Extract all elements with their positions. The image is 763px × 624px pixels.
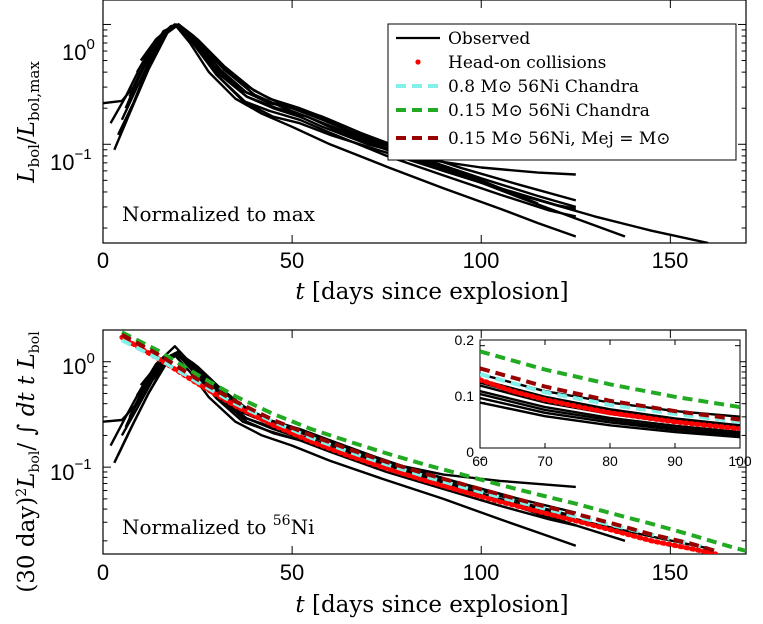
bottom-series-group <box>103 330 746 554</box>
inset-series-group <box>480 349 740 439</box>
inset-series-observed-5 <box>480 396 740 437</box>
legend: Observed Head-on collisions 0.8 M⊙ 56Ni … <box>387 23 737 161</box>
legend-box <box>387 23 737 161</box>
bottom-annotation: Normalized to 56Ni <box>122 513 315 539</box>
bottom-xlabel: t [days since explosion] <box>295 592 568 618</box>
top-annotation: Normalized to max <box>122 202 316 226</box>
bottom-series-0-8-m-56ni-chandra-11 <box>120 338 709 551</box>
bottom-panel: 100 10−1 0 50 100 150 t [days since expl… <box>14 329 752 618</box>
bottom-xtick-100: 100 <box>463 560 500 585</box>
inset-series-observed-4 <box>480 392 740 435</box>
bottom-xtick-150: 150 <box>652 560 689 585</box>
legend-label-chandra015: 0.15 M⊙ 56Ni Chandra <box>448 101 650 121</box>
bottom-ytick-0: 100 <box>62 350 95 379</box>
top-xtick-50: 50 <box>280 248 304 273</box>
inset-ytick-02: 0.2 <box>455 332 475 348</box>
top-series-observed-9 <box>135 23 577 212</box>
inset-axis-ticks <box>479 340 741 460</box>
top-axis-ticks <box>102 0 746 243</box>
legend-label-observed: Observed <box>448 29 530 49</box>
top-xlabel: t [days since explosion] <box>295 279 568 305</box>
bottom-ytick-1: 10−1 <box>50 456 92 485</box>
inset-xtick-100: 100 <box>728 453 752 469</box>
top-xtick-100: 100 <box>463 248 500 273</box>
inset-panel: 0 0.1 0.2 60 70 80 90 100 <box>455 332 752 469</box>
top-xtick-150: 150 <box>652 248 689 273</box>
inset-xtick-90: 90 <box>667 453 683 469</box>
bottom-axis-ticks <box>102 329 746 554</box>
inset-xtick-70: 70 <box>537 453 553 469</box>
top-ytick-0: 100 <box>62 36 95 65</box>
bottom-series-observed-3 <box>113 352 577 527</box>
inset-series-head-on-collisions-8 <box>480 377 740 432</box>
bottom-series-0-15-m-56ni-mej-m-13 <box>120 333 717 553</box>
inset-series-0-15-m-56ni-mej-m-11 <box>480 366 740 422</box>
legend-label-mej: 0.15 M⊙ 56Ni, Mej = M⊙ <box>448 129 671 149</box>
bottom-xtick-0: 0 <box>97 560 109 585</box>
top-panel: 100 10−1 0 50 100 150 t [days since expl… <box>14 0 747 305</box>
legend-swatch-headon <box>415 59 421 65</box>
inset-series-0-8-m-56ni-chandra-9 <box>480 372 740 424</box>
inset-series-0-15-m-56ni-chandra-10 <box>480 349 740 410</box>
top-ylabel: Lbol/Lbol,max <box>14 61 43 184</box>
top-ytick-1: 10−1 <box>50 146 92 175</box>
top-series-observed-3 <box>113 23 577 218</box>
inset-series-observed-6 <box>480 401 740 439</box>
inset-xtick-60: 60 <box>472 453 488 469</box>
bottom-xtick-50: 50 <box>280 560 304 585</box>
inset-ytick-01: 0.1 <box>455 388 475 404</box>
inset-series-observed-3 <box>480 390 740 434</box>
legend-label-chandra08: 0.8 M⊙ 56Ni Chandra <box>448 77 639 97</box>
bottom-ylabel: (30 day)2Lbol/ ∫ dt t Lbol <box>14 331 43 593</box>
inset-ytick-0: 0 <box>466 444 474 460</box>
top-xtick-0: 0 <box>97 248 109 273</box>
legend-label-headon: Head-on collisions <box>448 53 606 73</box>
inset-xtick-80: 80 <box>602 453 618 469</box>
